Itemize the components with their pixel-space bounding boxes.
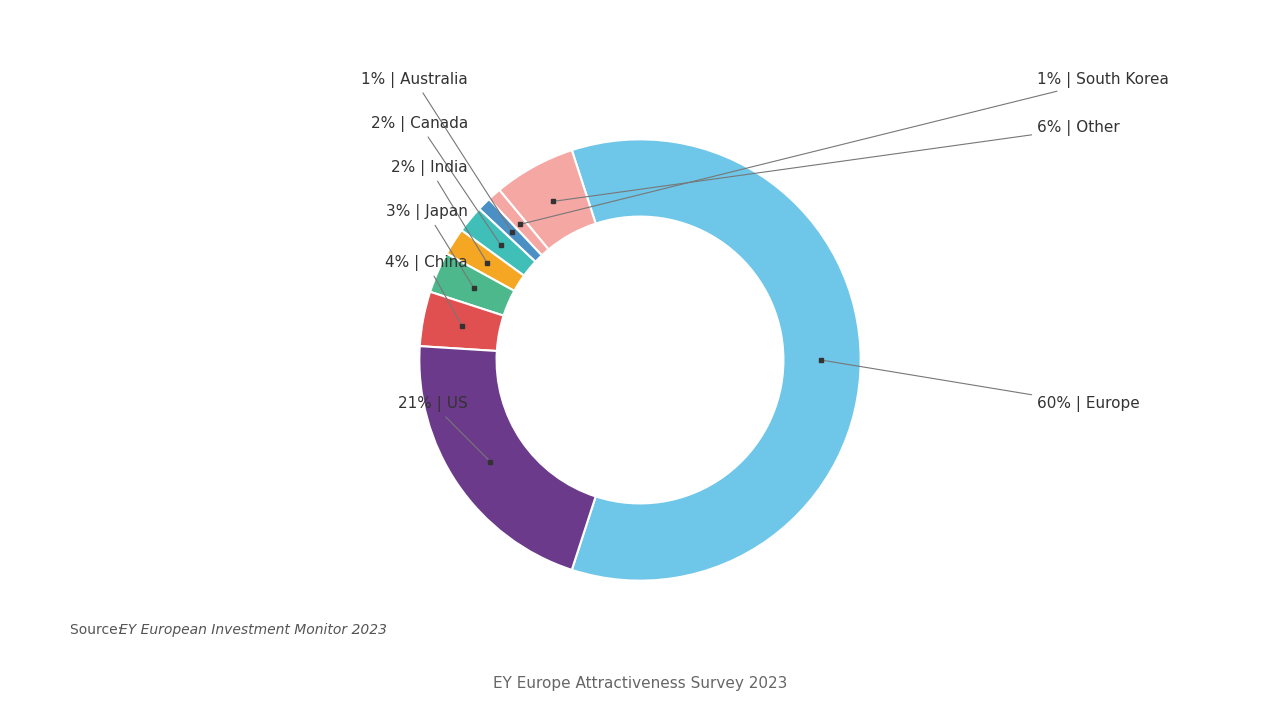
Wedge shape — [489, 190, 549, 256]
Text: EY Europe Attractiveness Survey 2023: EY Europe Attractiveness Survey 2023 — [493, 676, 787, 691]
Text: 2% | India: 2% | India — [392, 160, 486, 261]
Text: 4% | China: 4% | China — [385, 255, 468, 324]
Text: 1% | South Korea: 1% | South Korea — [524, 72, 1169, 224]
Wedge shape — [420, 346, 595, 570]
Text: Source:: Source: — [70, 624, 127, 637]
Wedge shape — [420, 292, 503, 351]
Text: 6% | Other: 6% | Other — [556, 120, 1120, 201]
Text: .: . — [356, 624, 360, 637]
Text: 2% | Canada: 2% | Canada — [371, 116, 499, 243]
Wedge shape — [499, 150, 595, 250]
Text: EY European Investment Monitor 2023: EY European Investment Monitor 2023 — [119, 624, 387, 637]
Text: 3% | Japan: 3% | Japan — [387, 204, 472, 286]
Text: 21% | US: 21% | US — [398, 396, 489, 460]
Wedge shape — [462, 209, 535, 276]
Text: 1% | Australia: 1% | Australia — [361, 72, 511, 230]
Text: 60% | Europe: 60% | Europe — [824, 361, 1140, 412]
Wedge shape — [572, 140, 860, 580]
Wedge shape — [430, 253, 515, 315]
Wedge shape — [479, 199, 541, 262]
Wedge shape — [447, 230, 524, 291]
